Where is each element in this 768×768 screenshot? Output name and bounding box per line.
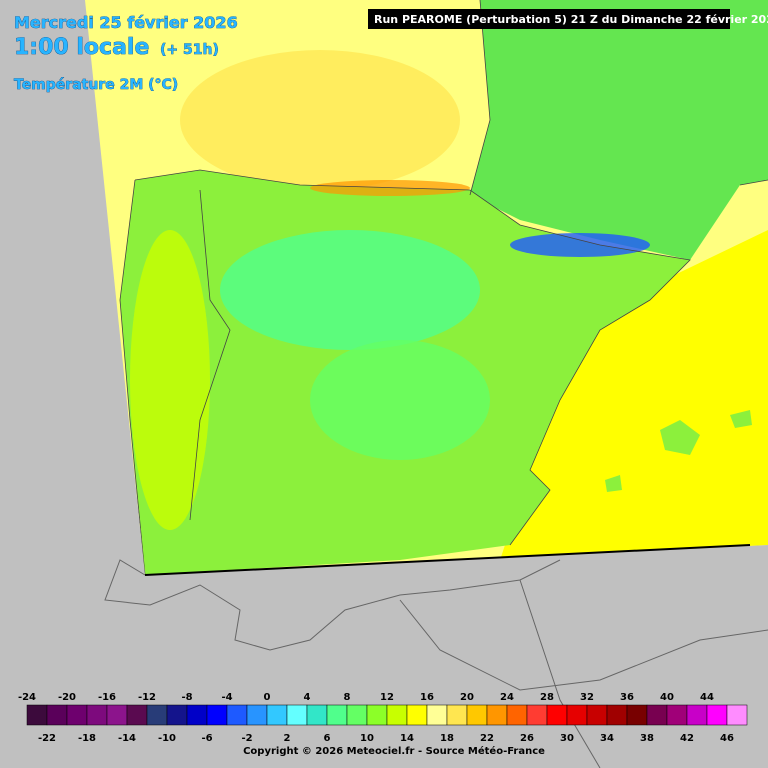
run-box <box>368 9 730 29</box>
borders-outside <box>104 559 768 768</box>
legend-swatch <box>446 704 468 726</box>
legend-label: 38 <box>640 733 654 744</box>
legend-swatch <box>166 704 188 726</box>
legend-swatch <box>606 704 628 726</box>
borders <box>119 0 768 575</box>
legend-swatch <box>266 704 288 726</box>
legend-label: 8 <box>344 692 351 703</box>
legend-label: 2 <box>284 733 291 744</box>
land-cool <box>310 340 490 460</box>
legend-label: -6 <box>201 733 212 744</box>
legend-label: 6 <box>324 733 331 744</box>
offset: (+ 51h) <box>160 42 219 58</box>
legend-label: -12 <box>138 692 156 703</box>
land-cool <box>220 230 480 350</box>
legend-swatch <box>46 704 68 726</box>
legend-label: -2 <box>241 733 252 744</box>
island <box>605 475 622 492</box>
legend-label: 28 <box>540 692 554 703</box>
legend-label: 12 <box>380 692 394 703</box>
legend-swatch <box>246 704 268 726</box>
legend-swatch <box>326 704 348 726</box>
legend-swatch <box>26 704 48 726</box>
legend-swatch <box>466 704 488 726</box>
legend-label: -16 <box>98 692 116 703</box>
time: 1:00 locale <box>14 35 149 60</box>
legend: -24-22-20-18-16-14-12-10-8-6-4-202468101… <box>18 692 748 744</box>
legend-label: 30 <box>560 733 574 744</box>
domain-edge <box>144 544 751 576</box>
legend-swatch <box>686 704 708 726</box>
date: Mercredi 25 février 2026 <box>14 13 238 32</box>
legend-label: 44 <box>700 692 714 703</box>
run-info: Run PEAROME (Perturbation 5) 21 Z du Dim… <box>374 13 768 26</box>
legend-swatch <box>66 704 88 726</box>
parameter: Température 2M (°C) <box>14 77 178 93</box>
legend-label: 20 <box>460 692 474 703</box>
legend-swatch <box>226 704 248 726</box>
legend-label: 4 <box>304 692 311 703</box>
island <box>730 410 752 428</box>
legend-swatch <box>486 704 508 726</box>
land-warm <box>130 230 210 530</box>
legend-swatch <box>546 704 568 726</box>
legend-swatch <box>646 704 668 726</box>
legend-label: -8 <box>181 692 192 703</box>
legend-label: -14 <box>118 733 136 744</box>
legend-label: -24 <box>18 692 36 703</box>
legend-swatch <box>626 704 648 726</box>
legend-swatch <box>666 704 688 726</box>
land-france <box>470 0 768 260</box>
legend-swatch <box>106 704 128 726</box>
legend-swatch <box>346 704 368 726</box>
legend-label: -18 <box>78 733 96 744</box>
legend-swatch <box>306 704 328 726</box>
sea-warm <box>180 50 460 190</box>
legend-label: 10 <box>360 733 374 744</box>
pyrenees-cold <box>510 233 650 257</box>
island <box>660 420 700 455</box>
legend-label: 22 <box>480 733 494 744</box>
legend-swatch <box>206 704 228 726</box>
legend-label: 26 <box>520 733 534 744</box>
legend-label: 16 <box>420 692 434 703</box>
legend-swatch <box>506 704 528 726</box>
legend-swatch <box>426 704 448 726</box>
legend-label: 36 <box>620 692 634 703</box>
legend-swatch <box>566 704 588 726</box>
legend-swatch <box>186 704 208 726</box>
legend-swatch <box>586 704 608 726</box>
legend-label: -10 <box>158 733 176 744</box>
legend-label: 18 <box>440 733 454 744</box>
legend-swatch <box>386 704 408 726</box>
legend-label: 24 <box>500 692 514 703</box>
legend-swatch <box>146 704 168 726</box>
legend-label: 32 <box>580 692 594 703</box>
sea-mediterranean <box>500 230 768 560</box>
legend-label: 40 <box>660 692 674 703</box>
legend-label: 42 <box>680 733 694 744</box>
legend-label: 14 <box>400 733 414 744</box>
legend-swatch <box>526 704 548 726</box>
legend-label: 34 <box>600 733 614 744</box>
legend-label: 0 <box>264 692 271 703</box>
legend-label: -20 <box>58 692 76 703</box>
copyright: Copyright © 2026 Meteociel.fr - Source M… <box>243 745 545 757</box>
legend-swatch <box>366 704 388 726</box>
legend-swatch <box>286 704 308 726</box>
legend-swatch <box>706 704 728 726</box>
legend-label: -4 <box>221 692 232 703</box>
legend-swatch <box>86 704 108 726</box>
legend-swatch <box>406 704 428 726</box>
legend-swatch <box>126 704 148 726</box>
legend-swatch <box>726 704 748 726</box>
legend-label: -22 <box>38 733 56 744</box>
legend-label: 46 <box>720 733 734 744</box>
